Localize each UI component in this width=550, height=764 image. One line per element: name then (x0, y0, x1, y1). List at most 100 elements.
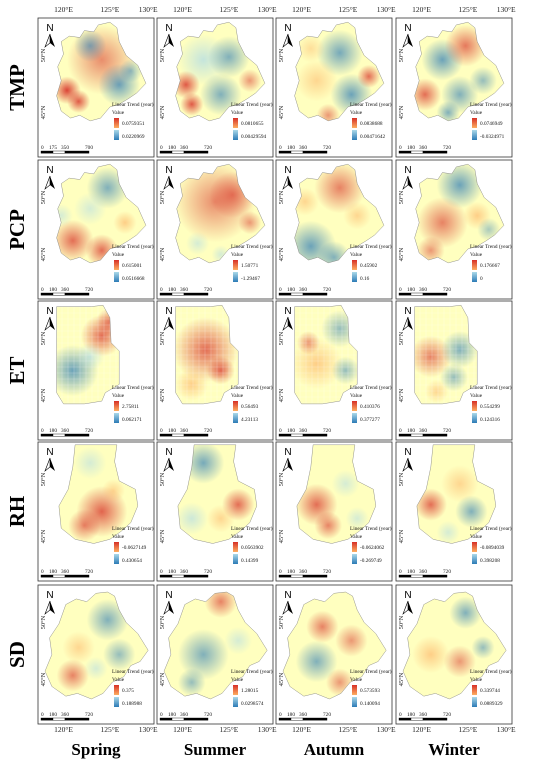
latitude-tick: 45°N (40, 105, 47, 119)
legend: Linear Trend (year) Value 0.0810655 0.00429… (231, 101, 273, 140)
legend-title: Linear Trend (year) (112, 668, 154, 675)
legend-title: Linear Trend (year) (112, 101, 154, 108)
scale-bar-label: 720 (323, 145, 331, 151)
legend-swatch-high (352, 118, 357, 128)
scale-bar: 0 180 360 720 (278, 712, 331, 721)
legend-title: Linear Trend (year) (350, 525, 392, 532)
row-label-sd: SD (5, 641, 29, 668)
scale-bar-label: 350 (61, 145, 69, 151)
map-panel-rh-autumn: N Linear Trend (year) Value -0.0624062 -0.26… (275, 441, 393, 582)
legend-max-value: -0.0624062 (360, 545, 385, 551)
scale-bar-label: 720 (443, 569, 451, 575)
scale-bar-label: 360 (419, 287, 427, 293)
north-arrow-icon: N (163, 165, 174, 190)
scale-bar-label: 720 (323, 287, 331, 293)
legend-max-value: 0.56493 (241, 404, 259, 410)
legend: Linear Trend (year) Value 0.410376 0.377277 (350, 384, 392, 423)
scale-bar-label: 360 (299, 145, 307, 151)
legend-swatch-low (114, 130, 119, 140)
legend-min-value: 0.377277 (360, 417, 380, 423)
north-label: N (404, 165, 411, 176)
legend: Linear Trend (year) Value 0.615001 0.051666… (112, 243, 154, 282)
column-label-summer: Summer (184, 740, 247, 759)
latitude-tick: 50°N (159, 615, 166, 629)
north-arrow-icon: N (163, 23, 174, 48)
legend: Linear Trend (year) Value 0.0746949 -0.0324… (470, 101, 512, 140)
latitude-tick: 50°N (278, 331, 285, 345)
legend-max-value: -0.0627149 (122, 545, 147, 551)
scale-bar-label: 0 (279, 712, 282, 718)
legend-max-value: 0.339744 (480, 688, 500, 694)
latitude-tick: 50°N (278, 48, 285, 62)
scale-bar-label: 180 (407, 287, 415, 293)
legend-max-value: 0.410376 (360, 404, 380, 410)
scale-bar-label: 180 (287, 287, 295, 293)
legend: Linear Trend (year) Value -0.0894039 0.3982… (470, 525, 512, 564)
longitude-tick-bottom: 125°E (338, 725, 357, 734)
column-label-winter: Winter (428, 740, 480, 759)
scale-bar-label: 0 (279, 287, 282, 293)
legend-swatch-low (352, 413, 357, 423)
north-label: N (165, 447, 172, 458)
legend-min-value: 0.0889329 (480, 701, 503, 707)
legend-swatch-low (233, 130, 238, 140)
scale-bar-label: 180 (49, 428, 57, 434)
legend-max-value: 0.45902 (360, 263, 378, 269)
map-panel-rh-winter: N Linear Trend (year) Value -0.0894039 0.398… (395, 441, 513, 582)
longitude-tick-bottom: 130°E (497, 725, 516, 734)
scale-bar-label: 360 (61, 569, 69, 575)
legend-min-value: 0.00471642 (360, 134, 386, 140)
legend-title: Linear Trend (year) (112, 525, 154, 532)
scale-bar-label: 180 (287, 712, 295, 718)
scale-bar-label: 720 (85, 569, 93, 575)
legend-title: Linear Trend (year) (470, 668, 512, 675)
legend: Linear Trend (year) Value -0.0624062 -0.269… (350, 525, 392, 564)
latitude-tick: 45°N (278, 529, 285, 543)
legend-value-label: Value (470, 110, 483, 116)
legend-swatch-high (352, 401, 357, 411)
legend-min-value: 0.188988 (122, 701, 142, 707)
legend: Linear Trend (year) Value 0.0759351 0.02209… (112, 101, 154, 140)
legend-min-value: 0.124316 (480, 417, 500, 423)
legend-max-value: 0.0746949 (480, 121, 503, 127)
north-arrow-icon: N (402, 306, 413, 331)
latitude-tick: 50°N (278, 472, 285, 486)
legend: Linear Trend (year) Value 0.339744 0.088932… (470, 668, 512, 707)
legend-min-value: 0.00429594 (241, 134, 267, 140)
scale-bar-label: 360 (180, 712, 188, 718)
scale-bar: 0 180 360 720 (40, 287, 93, 296)
north-arrow-icon: N (163, 447, 174, 472)
legend-min-value: 4.23113 (241, 417, 258, 423)
legend-swatch-high (114, 118, 119, 128)
longitude-tick-bottom: 130°E (258, 725, 277, 734)
scale-bar-label: 720 (85, 428, 93, 434)
north-label: N (284, 23, 291, 34)
legend-value-label: Value (231, 534, 244, 540)
scale-bar: 0 180 360 720 (40, 569, 93, 578)
legend-title: Linear Trend (year) (350, 384, 392, 391)
scale-bar-label: 360 (61, 428, 69, 434)
scale-bar-label: 180 (168, 287, 176, 293)
scale-bar-label: 0 (41, 428, 44, 434)
scale-bar: 0 180 360 720 (398, 569, 451, 578)
scale-bar-label: 360 (299, 287, 307, 293)
scale-bar-label: 720 (204, 287, 212, 293)
north-label: N (165, 590, 172, 601)
scale-bar-label: 720 (85, 712, 93, 718)
scale-bar-label: 180 (168, 569, 176, 575)
legend-max-value: 0.573593 (360, 688, 380, 694)
map-panel-pcp-spring: N Linear Trend (year) Value 0.615001 0.05166… (37, 159, 155, 300)
scale-bar-label: 360 (299, 712, 307, 718)
legend-swatch-low (233, 697, 238, 707)
scale-bar-label: 0 (160, 569, 163, 575)
longitude-tick-top: 130°E (497, 5, 516, 14)
map-panel-et-autumn: N Linear Trend (year) Value 0.410376 0.37727… (275, 300, 393, 441)
scale-bar-label: 720 (204, 145, 212, 151)
legend: Linear Trend (year) Value 0.554299 0.124316 (470, 384, 512, 423)
north-label: N (404, 306, 411, 317)
legend-value-label: Value (112, 534, 125, 540)
scale-bar-label: 180 (49, 569, 57, 575)
north-arrow-icon: N (44, 165, 55, 190)
north-arrow-icon: N (44, 306, 55, 331)
legend-value-label: Value (112, 677, 125, 683)
